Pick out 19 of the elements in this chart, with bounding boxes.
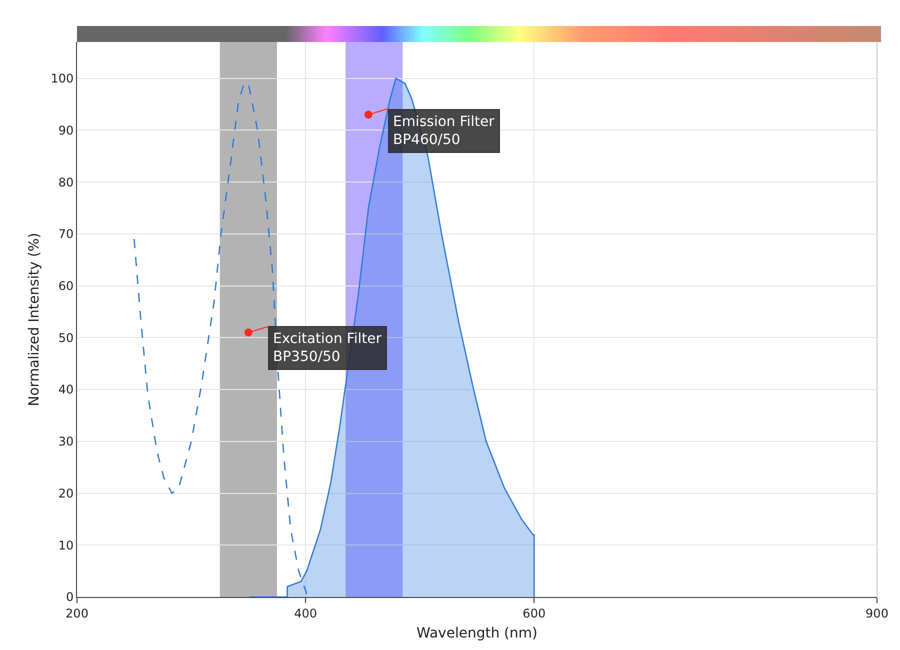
annotation: Emission Filter BP460/50	[393, 114, 495, 148]
y-tick-label: 100	[50, 72, 74, 86]
x-tick-label: 400	[294, 606, 318, 620]
y-tick-label: 30	[58, 434, 74, 449]
x-tick-label: 900	[866, 606, 888, 620]
y-tick-label: 80	[58, 175, 74, 190]
x-tick-label: 600	[522, 606, 546, 620]
x-axis-title: Wavelength (nm)	[416, 626, 538, 642]
y-tick-label: 50	[58, 330, 74, 345]
y-tick-label: 60	[58, 278, 74, 293]
y-tick-label: 90	[58, 123, 74, 138]
y-tick-label: 10	[58, 538, 74, 552]
y-tick-label: 20	[58, 486, 74, 500]
y-tick-label: 70	[58, 227, 74, 242]
y-tick-label: 0	[66, 590, 74, 604]
y-tick-label: 40	[58, 382, 74, 397]
annotation: Excitation Filter BP350/50	[273, 331, 382, 366]
y-axis-title: Normalized Intensity (%)	[26, 232, 42, 406]
x-tick-label: 200	[66, 606, 88, 620]
